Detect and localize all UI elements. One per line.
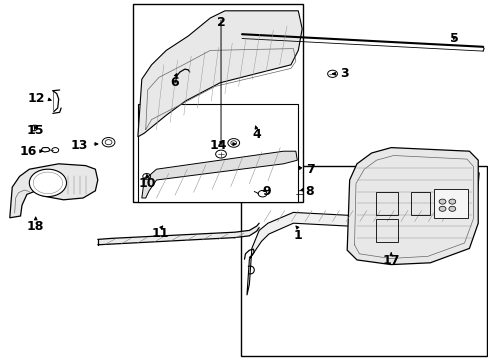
Text: 14: 14 bbox=[209, 139, 227, 152]
Polygon shape bbox=[98, 223, 259, 245]
Text: 10: 10 bbox=[139, 177, 156, 190]
Bar bbox=[375, 192, 397, 215]
Circle shape bbox=[438, 199, 445, 204]
Text: 2: 2 bbox=[216, 16, 225, 29]
Text: 6: 6 bbox=[170, 76, 179, 89]
Circle shape bbox=[29, 169, 66, 197]
Text: 1: 1 bbox=[293, 229, 302, 242]
Polygon shape bbox=[138, 11, 302, 137]
Text: 11: 11 bbox=[151, 227, 169, 240]
Text: 12: 12 bbox=[27, 93, 45, 105]
Bar bbox=[410, 192, 429, 215]
Text: 16: 16 bbox=[20, 145, 37, 158]
Text: 18: 18 bbox=[27, 220, 44, 233]
Text: 9: 9 bbox=[262, 185, 271, 198]
Text: 5: 5 bbox=[449, 32, 458, 45]
Text: 15: 15 bbox=[27, 124, 44, 137]
Polygon shape bbox=[10, 164, 98, 218]
Bar bbox=[375, 219, 397, 242]
Bar bbox=[433, 189, 468, 218]
Bar bbox=[240, 166, 486, 356]
Text: 4: 4 bbox=[252, 128, 261, 141]
Polygon shape bbox=[346, 148, 477, 265]
Circle shape bbox=[448, 199, 455, 204]
Text: 3: 3 bbox=[339, 67, 348, 80]
Text: 7: 7 bbox=[305, 163, 314, 176]
Polygon shape bbox=[246, 173, 478, 295]
Text: 17: 17 bbox=[382, 254, 399, 267]
Bar bbox=[138, 104, 298, 202]
Text: 8: 8 bbox=[305, 185, 313, 198]
Circle shape bbox=[448, 206, 455, 211]
Text: 13: 13 bbox=[70, 139, 88, 152]
Polygon shape bbox=[142, 151, 297, 198]
Bar bbox=[133, 4, 303, 202]
Circle shape bbox=[438, 206, 445, 211]
